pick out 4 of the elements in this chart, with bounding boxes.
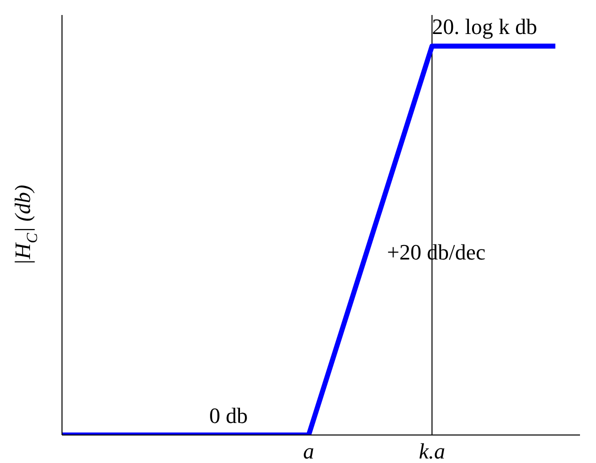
annotation: 0 db xyxy=(209,403,248,428)
x-tick-label: a xyxy=(303,438,314,463)
annotation: 20. log k db xyxy=(432,14,538,40)
x-tick-label: k.a xyxy=(418,438,446,463)
